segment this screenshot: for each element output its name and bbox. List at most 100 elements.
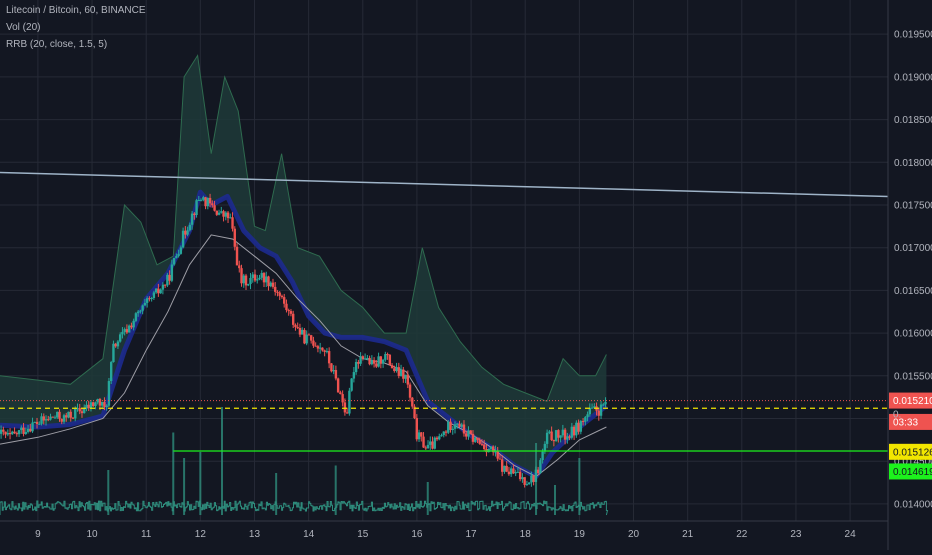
legend-symbol[interactable]: Litecoin / Bitcoin, 60, BINANCE <box>6 5 146 16</box>
candle-body <box>334 370 338 379</box>
candle-body <box>357 362 360 364</box>
candle-body <box>163 284 167 286</box>
candle-body <box>480 443 484 445</box>
price-label: 0.015126 <box>893 447 932 458</box>
candle-body <box>527 482 531 485</box>
candle-body <box>296 327 299 329</box>
candle-body <box>474 437 477 442</box>
candle-body <box>532 475 535 482</box>
candle-body <box>512 468 515 474</box>
candle-body <box>105 405 108 407</box>
candle-body <box>141 305 144 311</box>
candle-body <box>536 469 540 474</box>
candle-body <box>399 369 403 376</box>
price-label-partial: 0. <box>893 410 901 421</box>
candle-body <box>240 268 243 284</box>
y-tick-label: 0.018500 <box>894 115 932 126</box>
candle-body <box>17 430 21 435</box>
candle-body <box>339 392 342 395</box>
volume-spike <box>172 432 175 515</box>
candle-body <box>548 431 551 433</box>
candle-body <box>231 217 234 229</box>
legend-volume[interactable]: Vol (20) <box>6 22 41 33</box>
candle-body <box>476 437 479 440</box>
trendline[interactable] <box>0 171 889 198</box>
y-tick-label: 0.014000 <box>894 499 932 510</box>
candle-body <box>386 354 389 356</box>
candle-body <box>451 428 454 430</box>
candle-body <box>130 325 133 328</box>
candle-body <box>300 329 304 335</box>
candle-body <box>260 273 263 278</box>
candle-body <box>545 432 549 444</box>
candle-body <box>586 414 589 418</box>
candle-body <box>489 446 493 449</box>
candle-body <box>271 282 275 287</box>
candle-body <box>195 200 198 216</box>
candle-body <box>242 275 245 284</box>
candle-body <box>262 273 266 283</box>
candle-body <box>233 228 236 247</box>
candle-body <box>345 412 349 414</box>
price-label-box <box>889 443 932 460</box>
candle-body <box>208 197 212 204</box>
candle-body <box>274 286 277 292</box>
candle-body <box>103 401 106 407</box>
candle-body <box>572 426 576 436</box>
candle-body <box>8 432 12 435</box>
candle-body <box>433 437 436 449</box>
candle-body <box>500 459 504 472</box>
price-label: 0.014619 <box>893 467 932 478</box>
candle-body <box>379 356 383 364</box>
candle-body <box>222 211 225 217</box>
candle-body <box>33 421 36 423</box>
price-label: 03:33 <box>893 417 918 428</box>
volume-spike <box>107 470 110 515</box>
candle-body <box>321 347 324 351</box>
y-tick-label: 0.018000 <box>894 158 932 169</box>
candle-body <box>442 431 445 436</box>
candle-body <box>96 399 99 403</box>
candle-body <box>449 421 452 430</box>
candle-body <box>132 320 135 328</box>
candle-body <box>377 356 380 367</box>
candle-body <box>375 363 378 367</box>
candle-body <box>363 358 367 360</box>
candle-body <box>107 381 111 406</box>
candle-body <box>121 331 124 335</box>
candle-body <box>177 253 180 257</box>
candle-body <box>384 354 387 360</box>
candle-body <box>186 230 189 235</box>
candle-body <box>316 346 320 349</box>
candle-body <box>530 475 533 483</box>
price-label-box <box>889 392 932 409</box>
candle-body <box>309 335 313 341</box>
candle-body <box>550 431 553 440</box>
candle-body <box>354 362 358 373</box>
candle-body <box>83 408 86 414</box>
candle-body <box>462 424 466 434</box>
candle-body <box>22 427 25 434</box>
candle-body <box>11 431 14 435</box>
band-upper-line <box>0 54 607 403</box>
candle-body <box>74 408 77 419</box>
candle-body <box>26 428 30 433</box>
candle-body <box>114 343 117 347</box>
x-tick-label: 13 <box>249 529 261 540</box>
candle-body <box>235 246 239 266</box>
legend-indicator[interactable]: RRB (20, close, 1.5, 5) <box>6 39 108 50</box>
x-tick-label: 16 <box>411 529 423 540</box>
candle-body <box>496 450 499 459</box>
x-tick-label: 12 <box>195 529 207 540</box>
candle-body <box>518 471 522 480</box>
candle-body <box>469 430 472 434</box>
candle-body <box>447 421 450 433</box>
candle-body <box>514 472 517 474</box>
candle-body <box>471 433 475 442</box>
candle-body <box>62 415 66 422</box>
candle-body <box>483 444 486 450</box>
candle-body <box>0 429 3 434</box>
candle-body <box>139 310 142 312</box>
candle-body <box>172 257 176 265</box>
